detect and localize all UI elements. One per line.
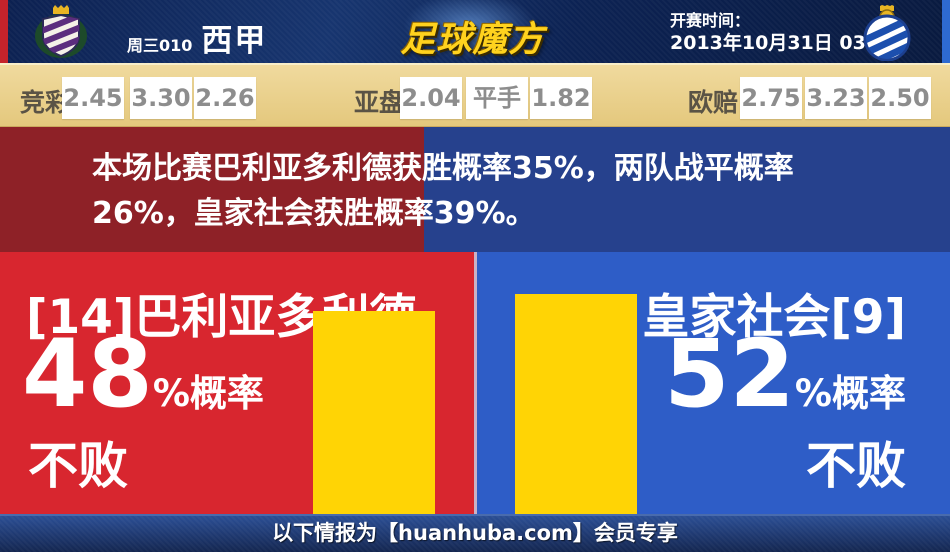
home-percent-value: 48 [22,320,153,429]
odds-value-jingcai-away: 2.26 [194,77,256,119]
header-left-accent-stripe [0,0,8,63]
away-result-text: 不败 [806,437,906,495]
away-percent-suffix: %概率 [794,372,906,415]
match-info: 周三010 西甲 [127,15,267,60]
odds-group-jingcai-label: 竞彩 [20,88,71,117]
odds-value-yapan-handicap: 平手 [466,77,528,119]
home-probability-bar [313,311,435,514]
odds-value-yapan-away: 1.82 [530,77,592,119]
match-number-label: 周三010 [127,36,193,55]
odds-value-jingcai-home: 2.45 [62,77,124,119]
away-percent-value: 52 [664,320,795,429]
kickoff-time: 2013年10月31日 03:00 [670,32,900,54]
analysis-section: 本场比赛巴利亚多利德获胜概率35%，两队战平概率 26%，皇家社会获胜概率39%… [0,127,950,252]
kickoff-label: 开赛时间： [670,11,751,30]
odds-value-oupei-draw: 3.23 [805,77,867,119]
probability-panels: [14]巴利亚多利德 48 %概率 不败 皇家社会[9] 52 %概率 不败 [0,252,950,514]
real-sociedad-crest-icon [863,5,911,61]
kickoff-time-block: 开赛时间： 2013年10月31日 03:00 [670,10,900,54]
odds-value-oupei-away: 2.50 [869,77,931,119]
away-team-panel: 皇家社会[9] 52 %概率 不败 [477,252,950,514]
header: 周三010 西甲 足球魔方 开赛时间： 2013年10月31日 03:00 [0,0,950,63]
analysis-line-2: 26%，皇家社会获胜概率39%。 [92,196,536,231]
footer-bar: 以下情报为【huanhuba.com】会员专享 [0,514,950,552]
panel-divider [474,252,477,514]
odds-group-yapan-label: 亚盘 [354,88,405,117]
header-right-accent-stripe [942,0,950,63]
away-probability-bar [515,294,637,514]
home-team-panel: [14]巴利亚多利德 48 %概率 不败 [0,252,474,514]
odds-bar: 竞彩 2.45 3.30 2.26 亚盘 2.04 平手 1.82 欧赔 2.7… [0,63,950,127]
footer-text: 以下情报为【huanhuba.com】会员专享 [272,521,678,545]
odds-group-oupei-label: 欧赔 [688,88,739,117]
analysis-text: 本场比赛巴利亚多利德获胜概率35%，两队战平概率 26%，皇家社会获胜概率39%… [92,146,794,236]
away-probability-row: 52 %概率 [664,320,906,429]
league-name: 西甲 [201,23,268,59]
brand-logo: 足球魔方 [400,20,545,60]
odds-value-yapan-home: 2.04 [400,77,462,119]
home-result-text: 不败 [28,437,128,495]
valladolid-crest-icon [35,5,87,58]
home-percent-suffix: %概率 [152,372,264,415]
away-team-name: 皇家社会[9] [642,290,906,345]
home-probability-row: 48 %概率 [22,320,264,429]
analysis-red-background [0,127,424,252]
odds-value-oupei-home: 2.75 [740,77,802,119]
odds-value-jingcai-draw: 3.30 [130,77,192,119]
analysis-blue-background [424,127,950,252]
analysis-line-1: 本场比赛巴利亚多利德获胜概率35%，两队战平概率 [92,151,794,186]
